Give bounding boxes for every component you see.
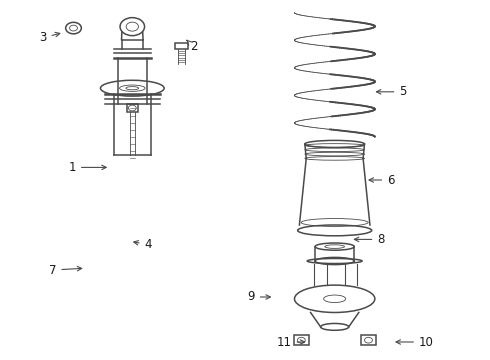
Text: 7: 7 [49, 264, 82, 276]
Text: 10: 10 [396, 336, 434, 348]
Text: 8: 8 [354, 233, 385, 246]
Text: 5: 5 [376, 85, 407, 98]
Text: 3: 3 [39, 31, 60, 44]
Text: 4: 4 [134, 238, 152, 251]
Text: 11: 11 [276, 336, 305, 348]
Text: 2: 2 [187, 40, 197, 53]
Text: 6: 6 [369, 174, 394, 186]
Text: 9: 9 [247, 291, 270, 303]
Text: 1: 1 [69, 161, 106, 174]
